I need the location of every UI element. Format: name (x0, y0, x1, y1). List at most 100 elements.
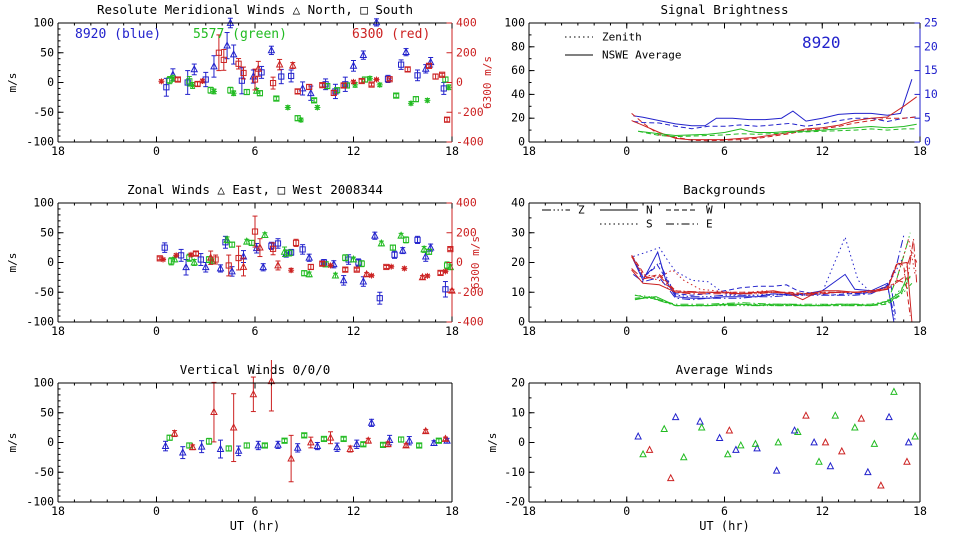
annotation-6300-(red): 6300 (red) (352, 27, 430, 42)
series-6300-meridional (158, 34, 451, 123)
data-marker-triangle (259, 262, 268, 271)
data-marker-square (243, 442, 250, 449)
data-marker-square (161, 244, 168, 251)
series-line (631, 238, 918, 296)
data-marker-square (294, 88, 301, 95)
data-marker-triangle (837, 446, 846, 455)
data-marker-square (386, 76, 393, 83)
data-marker-triangle (421, 426, 430, 435)
data-marker-square (306, 83, 313, 91)
data-marker-triangle (256, 243, 264, 251)
data-marker-square (227, 87, 234, 94)
data-marker-triangle (397, 231, 405, 239)
data-marker-square (212, 256, 219, 263)
data-marker-square (416, 442, 423, 449)
legend-entry-W: W (666, 204, 713, 217)
x-axis: 18 0 6 12 18 (522, 23, 927, 158)
right-axis-label: 6300 m/s (481, 56, 494, 109)
chart-text: Signal Brightness (661, 2, 789, 17)
series-line (631, 249, 918, 295)
chart-text: 200 (456, 45, 477, 59)
chart-text: 400 (456, 196, 477, 210)
data-marker-asterisk (442, 268, 449, 275)
chart-text: 6 (721, 504, 728, 518)
data-marker-asterisk (373, 76, 380, 83)
chart-text: -100 (26, 135, 54, 149)
y-axis-left: 100 50 0 -50 -100 (26, 376, 64, 509)
data-marker-triangle (904, 438, 913, 446)
data-marker-asterisk (376, 81, 383, 88)
chart-text: 12 (815, 144, 829, 158)
data-marker-triangle (426, 243, 435, 251)
data-marker-triangle (418, 272, 427, 281)
chart-text: 0 (518, 435, 525, 449)
meridional-winds-chart: Resolute Meridional Winds △ North, □ Sou… (6, 2, 494, 158)
data-marker-triangle (441, 434, 450, 442)
y-axis-left: 100 80 60 40 20 0 (504, 16, 535, 149)
data-marker-triangle (660, 424, 669, 433)
data-marker-square (435, 437, 442, 444)
data-marker-triangle (274, 440, 282, 448)
chart-text: 25 (924, 16, 938, 30)
data-marker-square (442, 286, 449, 293)
chart-text: m/s (6, 433, 19, 453)
data-marker-triangle (293, 443, 302, 451)
data-marker-triangle (426, 57, 435, 66)
data-marker-square (345, 256, 352, 263)
chart-line (352, 82, 358, 88)
vertical-winds-chart: Vertical Winds 0/0/0m/sUT (hr)18 0 6 12 1810… (6, 360, 459, 533)
data-marker-triangle (736, 440, 745, 449)
data-marker-triangle (725, 426, 734, 434)
data-marker-triangle (261, 230, 269, 239)
chart-text: 0 (47, 75, 54, 89)
chart-text: 20 (924, 39, 938, 53)
data-marker-square (360, 441, 367, 448)
data-marker-square (269, 79, 277, 87)
data-marker-triangle (402, 440, 410, 449)
chart-line (377, 82, 383, 88)
chart-text: m/s (6, 73, 19, 93)
data-marker-triangle (362, 269, 371, 278)
chart-text: UT (hr) (699, 519, 750, 533)
data-marker-triangle (715, 433, 724, 441)
data-marker-square (342, 266, 349, 273)
data-marker-square (197, 256, 204, 263)
data-marker-triangle (331, 271, 340, 279)
chart-text: 40 (511, 196, 525, 210)
series-line (631, 238, 916, 295)
chart-text: 5577 (green) (193, 27, 287, 42)
data-marker-square (248, 239, 255, 246)
chart-text: 100 (33, 376, 54, 390)
data-marker-triangle (206, 253, 215, 261)
panel-vertical-winds: Vertical Winds 0/0/0 m/s UT (hr) 18 0 6 12 18 10… (0, 360, 500, 540)
data-marker-triangle (645, 445, 654, 453)
chart-text: 0 (47, 435, 54, 449)
data-marker-square (320, 435, 328, 443)
chart-text: 8920 (blue) (75, 27, 161, 42)
data-marker-asterisk (424, 97, 431, 104)
chart-line (199, 78, 206, 84)
data-marker-square (225, 445, 232, 452)
data-marker-asterisk (445, 84, 452, 91)
series-line (632, 257, 897, 317)
data-marker-triangle (903, 457, 911, 465)
chart-line (231, 90, 237, 96)
legend-entry-E: E (666, 218, 713, 231)
chart-text: 18 (51, 324, 65, 338)
data-marker-triangle (877, 481, 885, 489)
chart-text: Z (578, 204, 585, 217)
data-marker-square (404, 66, 411, 73)
data-marker-triangle (890, 387, 898, 395)
chart-text: 40 (511, 87, 525, 101)
data-marker-triangle (339, 275, 348, 284)
chart-text: 12 (347, 324, 361, 338)
zonal-winds-chart: Zonal Winds △ East, □ West 2008344 m/s 630… (6, 182, 484, 338)
title: Average Winds (676, 362, 774, 377)
data-marker-triangle (306, 88, 315, 97)
data-marker-triangle (666, 473, 675, 482)
chart-text: 18 (51, 504, 65, 518)
data-marker-square (389, 244, 396, 251)
data-marker-square (240, 69, 247, 77)
data-marker-square (292, 239, 300, 246)
data-marker-triangle (696, 417, 704, 425)
